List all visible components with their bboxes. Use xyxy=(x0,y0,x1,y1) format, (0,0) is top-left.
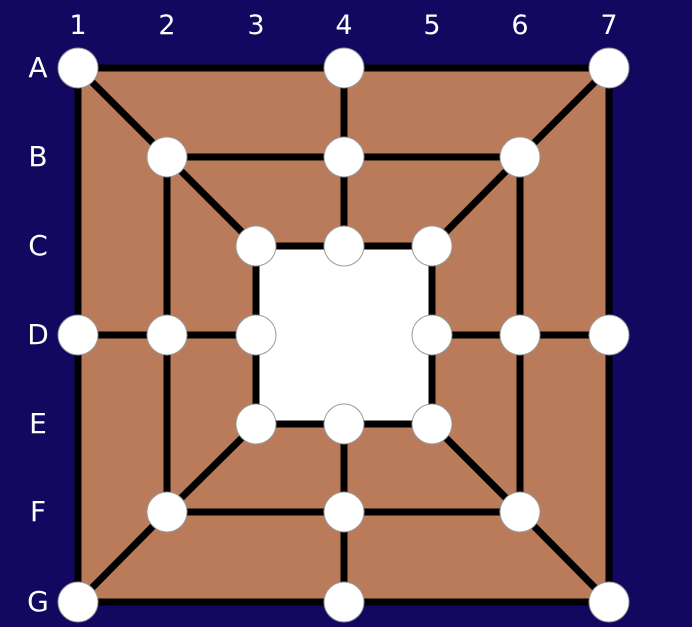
row-label-d: D xyxy=(27,318,49,351)
column-label-6: 6 xyxy=(511,10,529,41)
line-b6-c5 xyxy=(428,153,524,250)
row-label-c: C xyxy=(28,229,48,262)
line-a7-b6 xyxy=(516,64,613,161)
row-label-f: F xyxy=(29,495,47,528)
point-d1[interactable] xyxy=(57,314,99,356)
point-b2[interactable] xyxy=(146,136,188,178)
point-f6[interactable] xyxy=(499,491,541,533)
line-b2-c3 xyxy=(163,153,260,250)
point-d6[interactable] xyxy=(499,314,541,356)
column-label-4: 4 xyxy=(335,10,353,41)
row-label-b: B xyxy=(28,140,48,173)
point-c5[interactable] xyxy=(411,225,453,267)
point-d2[interactable] xyxy=(146,314,188,356)
point-c3[interactable] xyxy=(235,225,277,267)
point-b4[interactable] xyxy=(323,136,365,178)
column-label-1: 1 xyxy=(69,10,87,41)
column-label-2: 2 xyxy=(158,10,176,41)
line-a1-b2 xyxy=(74,64,171,161)
connection-lines xyxy=(74,64,613,606)
row-label-g: G xyxy=(27,585,49,618)
column-label-5: 5 xyxy=(423,10,441,41)
board-points xyxy=(57,47,630,623)
point-d3[interactable] xyxy=(235,314,277,356)
column-label-3: 3 xyxy=(247,10,265,41)
point-a4[interactable] xyxy=(323,47,365,89)
line-g1-f2 xyxy=(74,508,171,606)
point-a7[interactable] xyxy=(588,47,630,89)
point-c4[interactable] xyxy=(323,225,365,267)
point-e5[interactable] xyxy=(411,403,453,445)
point-e4[interactable] xyxy=(323,403,365,445)
point-b6[interactable] xyxy=(499,136,541,178)
point-g7[interactable] xyxy=(588,581,630,623)
point-g4[interactable] xyxy=(323,581,365,623)
point-g1[interactable] xyxy=(57,581,99,623)
row-label-e: E xyxy=(29,407,47,440)
point-f2[interactable] xyxy=(146,491,188,533)
center-square xyxy=(256,246,433,426)
line-f6-e5 xyxy=(428,420,524,516)
column-label-7: 7 xyxy=(600,10,618,41)
line-g7-f6 xyxy=(516,508,613,606)
point-e3[interactable] xyxy=(235,403,277,445)
row-label-a: A xyxy=(28,51,48,84)
line-f2-e3 xyxy=(163,420,260,516)
point-d5[interactable] xyxy=(411,314,453,356)
point-d7[interactable] xyxy=(588,314,630,356)
point-f4[interactable] xyxy=(323,491,365,533)
point-a1[interactable] xyxy=(57,47,99,89)
